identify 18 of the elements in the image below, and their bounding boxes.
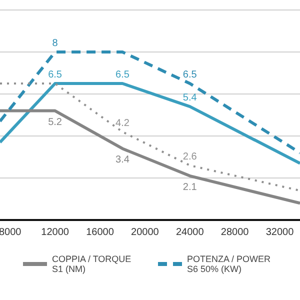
data-label: 6.5 <box>116 70 130 80</box>
data-label: 8 <box>52 38 58 49</box>
x-tick-label: 20000 <box>131 227 160 238</box>
x-tick-label: 16000 <box>86 227 114 238</box>
x-tick-label: 12000 <box>41 227 70 238</box>
data-label: 4.2 <box>116 118 130 129</box>
data-label: 2.6 <box>182 151 198 162</box>
legend-label: COPPIA / TORQUE S1 (NM) <box>52 254 132 274</box>
data-label: 6.5 <box>182 70 198 80</box>
legend-label: POTENZA / POWER S6 50% (KW) <box>187 254 272 274</box>
x-tick-label: 32000 <box>266 227 294 238</box>
data-label: 2.1 <box>182 182 198 193</box>
data-label: 3.4 <box>116 154 130 166</box>
x-tick-label: 24000 <box>176 227 204 238</box>
data-label: 5.4 <box>182 92 198 104</box>
data-label: 5.2 <box>48 116 62 128</box>
data-label: 6.5 <box>48 70 62 80</box>
x-tick-label: 28000 <box>220 227 250 238</box>
